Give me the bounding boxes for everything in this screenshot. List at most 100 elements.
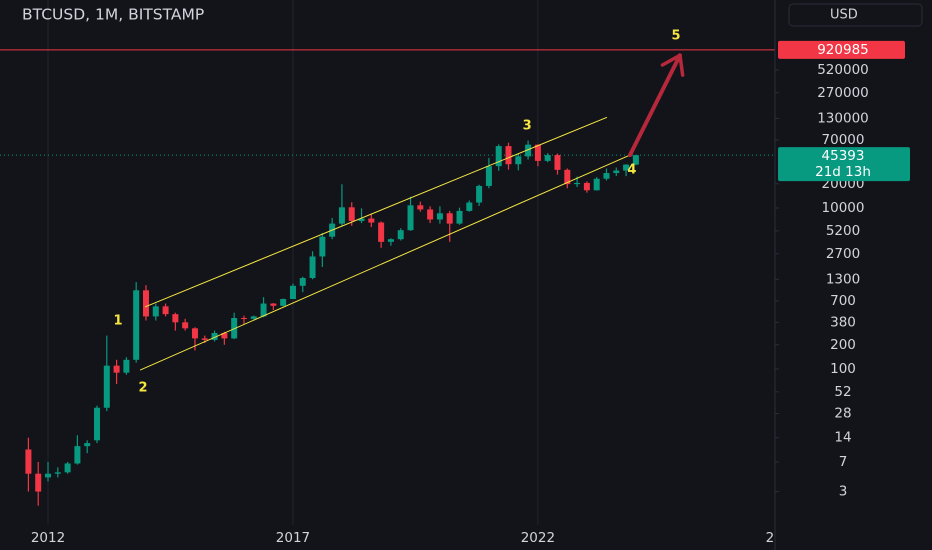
candle-body bbox=[446, 213, 453, 224]
y-tick-label: 100 bbox=[830, 361, 856, 377]
candle-body bbox=[319, 236, 326, 257]
y-tick-label: 2700 bbox=[826, 246, 860, 262]
wave-label: 3 bbox=[523, 118, 532, 133]
wave-label: 1 bbox=[114, 313, 123, 328]
candle-body bbox=[564, 169, 571, 185]
candle-body bbox=[583, 182, 590, 191]
price-axis: 5200002700001300007000020000100005200270… bbox=[775, 40, 910, 500]
arrow-head bbox=[660, 53, 685, 77]
candle-body bbox=[485, 166, 492, 186]
last-price-label: 45393 bbox=[822, 148, 865, 164]
candle-body bbox=[613, 170, 620, 174]
candle-body bbox=[93, 407, 100, 441]
currency-label[interactable]: USD bbox=[830, 8, 858, 23]
candle-body bbox=[544, 155, 551, 161]
y-tick-label: 5200 bbox=[826, 223, 860, 239]
candle-body bbox=[338, 207, 345, 224]
candle-body bbox=[182, 322, 189, 329]
wave-label: 5 bbox=[672, 28, 681, 43]
candle-body bbox=[211, 332, 218, 340]
candle-body bbox=[133, 290, 140, 360]
x-tick-label: 2017 bbox=[276, 530, 310, 546]
currency-button[interactable] bbox=[788, 3, 923, 27]
candle-body bbox=[113, 365, 120, 373]
candle-body bbox=[152, 306, 159, 317]
y-tick-label: 10000 bbox=[822, 200, 865, 216]
target-price-box bbox=[778, 40, 905, 59]
candle-body bbox=[84, 443, 91, 447]
candle-body bbox=[495, 146, 502, 167]
y-tick-label: 70000 bbox=[822, 132, 865, 148]
plot-area: 1 2 3 4 5 bbox=[0, 0, 775, 525]
candle-body bbox=[515, 156, 522, 165]
candle-body bbox=[280, 299, 287, 306]
candle-body bbox=[142, 290, 149, 317]
wave-label: 2 bbox=[139, 381, 148, 396]
candle-body bbox=[417, 205, 424, 210]
y-tick-label: 52 bbox=[834, 384, 851, 400]
candle-body bbox=[231, 318, 238, 339]
candle-body bbox=[368, 218, 375, 223]
candle-body bbox=[456, 210, 463, 224]
projection-arrow bbox=[627, 53, 682, 158]
countdown-label: 21d 13h bbox=[815, 164, 871, 180]
candle-body bbox=[476, 185, 483, 203]
candle-body bbox=[554, 155, 561, 170]
candle-body bbox=[466, 202, 473, 211]
channel-line bbox=[139, 154, 631, 371]
y-tick-label: 14 bbox=[834, 430, 851, 446]
y-tick-label: 7 bbox=[839, 454, 848, 470]
y-tick-label: 520000 bbox=[817, 62, 869, 78]
candle-body bbox=[632, 155, 639, 165]
y-tick-label: 3 bbox=[839, 484, 848, 500]
y-tick-label: 28 bbox=[834, 405, 851, 421]
y-tick-label: 380 bbox=[830, 314, 856, 330]
candle-body bbox=[289, 285, 296, 300]
x-tick-label: 2012 bbox=[31, 530, 65, 546]
candle-body bbox=[162, 306, 169, 315]
candle-body bbox=[240, 318, 247, 320]
candle-body bbox=[103, 365, 110, 408]
wave-label: 4 bbox=[627, 163, 636, 178]
candle-body bbox=[574, 182, 581, 185]
candle-body bbox=[299, 278, 306, 286]
candle-body bbox=[25, 449, 32, 474]
candle-body bbox=[525, 144, 532, 157]
candle-body bbox=[35, 473, 42, 492]
chart-title: BTCUSD, 1M, BITSTAMP bbox=[22, 6, 204, 24]
price-axis-panel bbox=[775, 0, 932, 550]
candle-body bbox=[407, 205, 414, 231]
candle-body bbox=[250, 316, 257, 319]
candle-body bbox=[593, 178, 600, 191]
candle-body bbox=[387, 239, 394, 242]
candle-body bbox=[123, 359, 130, 373]
candle-body bbox=[534, 144, 541, 161]
target-price-label: 920985 bbox=[817, 42, 869, 58]
candle-body bbox=[436, 213, 443, 220]
last-price-box bbox=[778, 147, 910, 182]
candle-body bbox=[45, 473, 52, 478]
y-tick-label: 130000 bbox=[817, 110, 869, 126]
x-tick-label: 2022 bbox=[521, 530, 555, 546]
y-tick-label: 1300 bbox=[826, 271, 860, 287]
candle-body bbox=[172, 314, 179, 323]
candle-body bbox=[378, 222, 385, 242]
candle-body bbox=[191, 328, 198, 339]
candle-body bbox=[221, 332, 228, 339]
y-tick-label: 270000 bbox=[817, 85, 869, 101]
candle-body bbox=[309, 256, 316, 279]
candle-body bbox=[505, 146, 512, 165]
y-tick-label: 200 bbox=[830, 337, 856, 353]
candle-body bbox=[603, 173, 610, 179]
candle-body bbox=[427, 209, 434, 220]
channel-line bbox=[144, 116, 608, 308]
candle-body bbox=[358, 218, 365, 221]
y-tick-label: 700 bbox=[830, 293, 856, 309]
candle-body bbox=[270, 303, 277, 306]
candle-body bbox=[397, 230, 404, 240]
candle-body bbox=[201, 338, 208, 340]
candle-body bbox=[348, 207, 355, 221]
candle-body bbox=[260, 303, 267, 317]
candle-body bbox=[64, 463, 71, 473]
